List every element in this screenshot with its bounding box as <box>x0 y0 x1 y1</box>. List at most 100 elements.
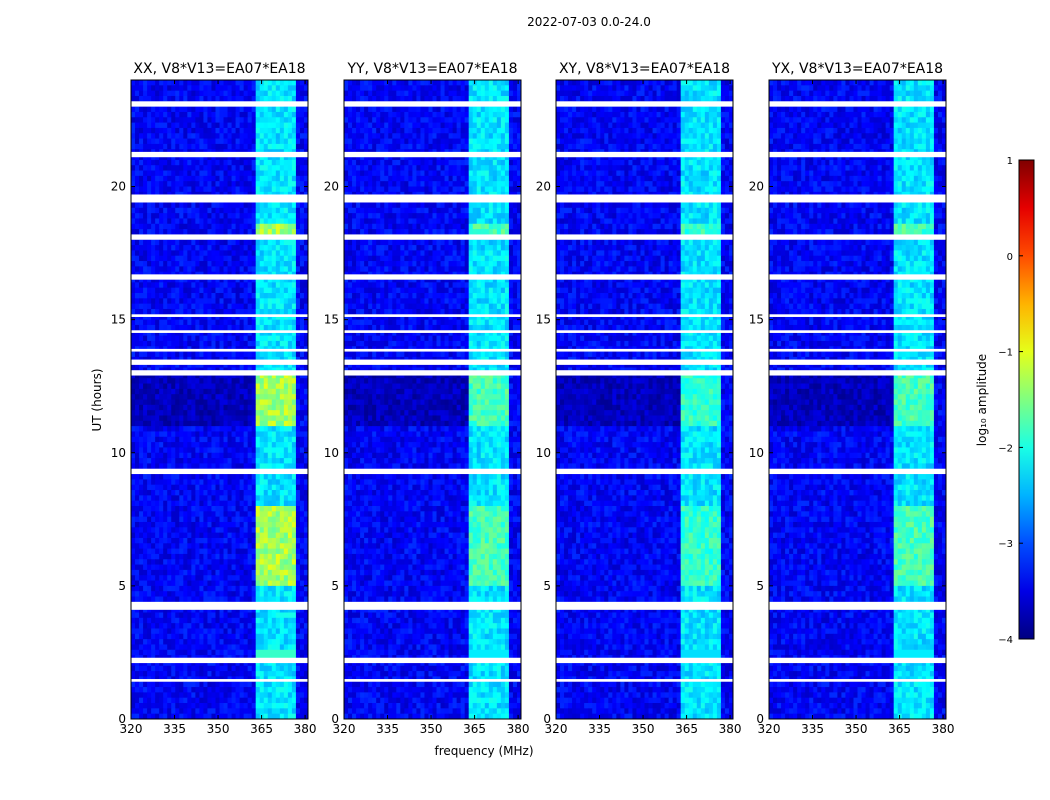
heatmap-cell <box>231 319 236 326</box>
heatmap-cell <box>283 420 289 427</box>
heatmap-cell <box>267 426 273 432</box>
heatmap-cell <box>291 537 297 544</box>
heatmap-cell <box>135 383 140 390</box>
heatmap-cell <box>251 223 257 230</box>
heatmap-cell <box>147 154 152 161</box>
heatmap-cell <box>195 580 200 587</box>
heatmap-cell <box>299 298 305 305</box>
heatmap-cell <box>207 388 212 395</box>
heatmap-cell <box>191 330 196 337</box>
heatmap-cell <box>207 266 212 273</box>
heatmap-cell <box>219 85 224 92</box>
heatmap-cell <box>187 617 192 624</box>
heatmap-cell <box>159 362 164 368</box>
heatmap-cell <box>231 85 236 92</box>
heatmap-cell <box>207 527 212 534</box>
heatmap-cell <box>187 521 192 528</box>
heatmap-cell <box>271 303 277 310</box>
heatmap-cell <box>283 559 289 565</box>
heatmap-cell <box>231 170 236 177</box>
heatmap-cell <box>203 340 208 347</box>
heatmap-cell <box>159 80 164 86</box>
heatmap-cell <box>283 575 289 581</box>
heatmap-cell <box>239 223 245 230</box>
heatmap-cell <box>219 122 224 129</box>
heatmap-cell <box>179 532 184 539</box>
heatmap-cell <box>263 548 269 555</box>
heatmap-cell <box>239 431 245 438</box>
heatmap-cell <box>231 575 236 581</box>
heatmap-cell <box>163 229 168 235</box>
heatmap-cell <box>239 580 245 587</box>
heatmap-cell <box>131 362 136 368</box>
heatmap-cell <box>199 111 204 118</box>
heatmap-cell <box>243 537 249 544</box>
heatmap-cell <box>155 404 160 411</box>
heatmap-cell <box>291 314 297 321</box>
heatmap-cell <box>163 617 168 624</box>
heatmap-cell <box>259 266 265 273</box>
heatmap-cell <box>143 159 148 166</box>
heatmap-cell <box>239 95 245 102</box>
heatmap-cell <box>227 671 232 677</box>
heatmap-cell <box>283 511 289 518</box>
heatmap-cell <box>243 106 249 113</box>
heatmap-cell <box>147 660 152 667</box>
heatmap-cell <box>211 239 216 246</box>
heatmap-cell <box>183 474 188 480</box>
heatmap-cell <box>295 490 301 496</box>
heatmap-cell <box>223 181 228 187</box>
heatmap-cell <box>187 415 192 422</box>
heatmap-cell <box>271 665 277 672</box>
heatmap-cell <box>131 559 136 565</box>
heatmap-cell <box>207 607 212 613</box>
heatmap-cell <box>251 165 257 171</box>
heatmap-cell <box>191 282 196 289</box>
heatmap-cell <box>287 415 293 422</box>
heatmap-cell <box>263 223 269 230</box>
heatmap-cell <box>163 394 168 400</box>
heatmap-cell <box>287 660 293 667</box>
heatmap-cell <box>211 410 216 416</box>
heatmap-cell <box>231 340 236 347</box>
heatmap-cell <box>211 122 216 129</box>
heatmap-cell <box>175 612 180 619</box>
heatmap-cell <box>295 261 301 267</box>
heatmap-cell <box>187 111 192 118</box>
heatmap-cell <box>199 335 204 342</box>
heatmap-cell <box>163 633 168 640</box>
heatmap-cell <box>235 324 241 331</box>
heatmap-cell <box>287 362 293 368</box>
heatmap-cell <box>179 559 184 565</box>
heatmap-cell <box>211 420 216 427</box>
heatmap-cell <box>171 420 176 427</box>
heatmap-cell <box>223 106 228 113</box>
heatmap-cell <box>223 319 228 326</box>
heatmap-cell <box>211 245 216 251</box>
heatmap-cell <box>219 639 224 645</box>
heatmap-cell <box>299 218 305 225</box>
heatmap-cell <box>199 484 204 491</box>
heatmap-cell <box>199 564 204 571</box>
heatmap-cell <box>187 340 192 347</box>
heatmap-cell <box>151 122 156 129</box>
heatmap-cell <box>251 95 257 102</box>
heatmap-cell <box>263 479 269 486</box>
heatmap-cell <box>267 175 273 182</box>
heatmap-cell <box>283 479 289 486</box>
heatmap-cell <box>267 569 273 576</box>
heatmap-cell <box>135 250 140 257</box>
heatmap-cell <box>271 340 277 347</box>
heatmap-cell <box>231 202 236 209</box>
heatmap-cell <box>227 436 232 443</box>
heatmap-cell <box>263 298 269 305</box>
heatmap-cell <box>231 490 236 496</box>
heatmap-cell <box>179 351 184 358</box>
heatmap-cell <box>191 277 196 283</box>
heatmap-cell <box>147 122 152 129</box>
heatmap-cell <box>175 527 180 534</box>
heatmap-cell <box>235 527 241 534</box>
heatmap-cell <box>239 388 245 395</box>
heatmap-cell <box>147 181 152 187</box>
heatmap-cell <box>267 404 273 411</box>
